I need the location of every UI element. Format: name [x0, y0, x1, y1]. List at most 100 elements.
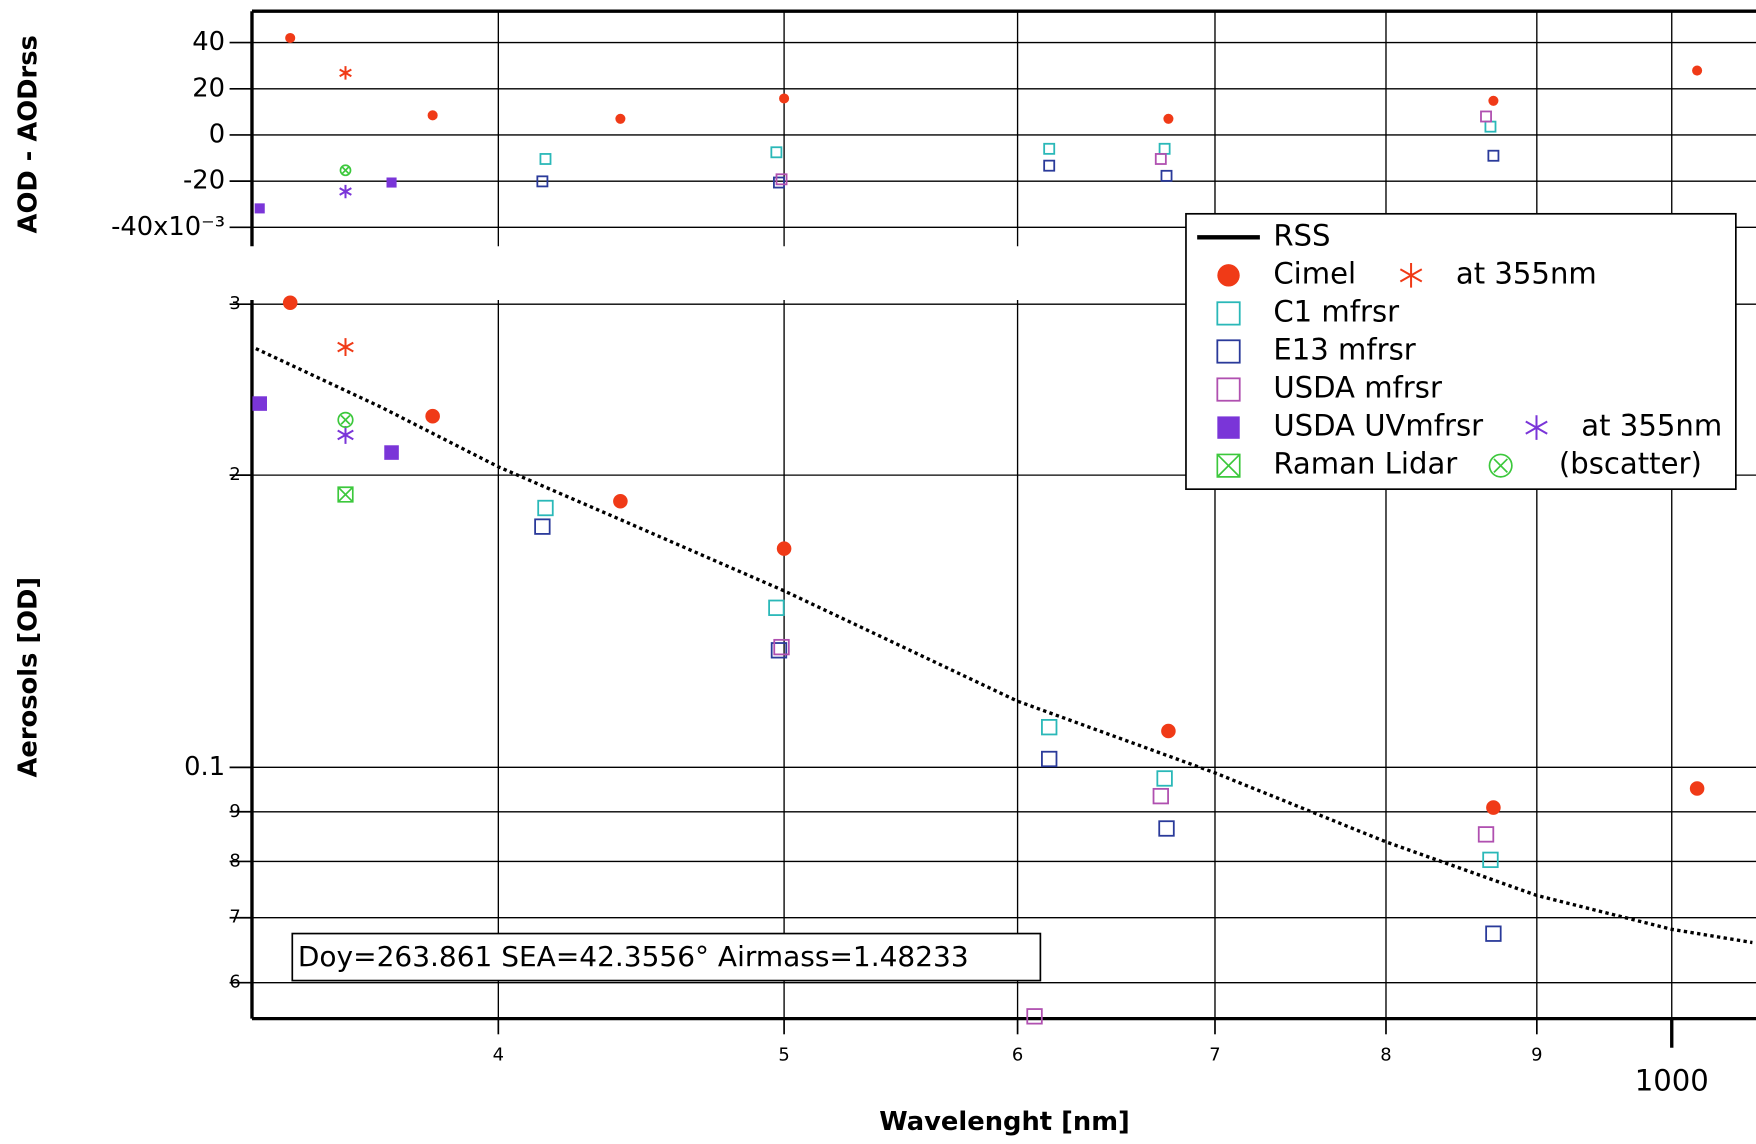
square-marker	[773, 176, 785, 189]
filled-square-marker	[386, 177, 397, 188]
circle-marker	[1217, 264, 1240, 287]
square-marker	[768, 599, 785, 616]
rss-line	[255, 347, 1753, 945]
circle-marker	[1486, 800, 1501, 815]
y-tick-label: 3	[229, 293, 240, 314]
y-tick-label: 7	[229, 907, 240, 928]
circle-marker	[427, 110, 438, 121]
circle-x-marker	[339, 164, 352, 177]
y-tick-label: 6	[229, 972, 240, 993]
square-marker	[1485, 925, 1502, 942]
circle-marker	[613, 493, 628, 509]
square-marker	[1156, 770, 1173, 787]
y-tick-label: 40	[192, 27, 225, 57]
x-tick-label: 8	[1380, 1045, 1391, 1066]
square-marker	[1487, 149, 1500, 162]
x-tick-label: 1000	[1635, 1063, 1709, 1097]
box-x-marker	[1216, 453, 1241, 478]
legend-label: E13 mfrsr	[1273, 332, 1415, 366]
y-tick-label: -20	[183, 166, 225, 196]
square-marker	[1216, 339, 1241, 364]
circle-marker	[425, 408, 440, 424]
square-marker	[1041, 750, 1058, 768]
star-marker	[339, 184, 352, 199]
circle-marker	[1689, 781, 1705, 796]
star-marker	[337, 425, 354, 444]
square-marker	[770, 642, 788, 659]
circle-marker	[779, 93, 790, 104]
legend-label: C1 mfrsr	[1273, 294, 1399, 328]
star-marker	[337, 338, 354, 357]
square-marker	[1041, 718, 1058, 736]
legend-label: USDA UVmfrsr	[1273, 409, 1483, 443]
square-marker	[1158, 820, 1175, 837]
circle-marker	[615, 113, 626, 124]
circle-marker	[1692, 65, 1703, 76]
circle-marker	[285, 32, 296, 44]
square-marker	[775, 173, 788, 186]
legend-label: USDA mfrsr	[1273, 371, 1442, 405]
box-x-marker	[337, 486, 354, 503]
x-tick-label: 7	[1209, 1045, 1220, 1066]
annotation-box	[291, 932, 1042, 982]
square-marker	[1158, 142, 1171, 155]
circle-marker	[1161, 723, 1176, 739]
y-tick-label: 0	[209, 119, 225, 149]
filled-square-marker	[1217, 416, 1240, 439]
square-marker	[1482, 851, 1499, 869]
circle-x-marker	[337, 411, 354, 428]
x-title: Wavelenght [nm]	[879, 1107, 1130, 1137]
legend-label: at 355nm	[1581, 409, 1722, 443]
legend-label: RSS	[1273, 218, 1330, 252]
y-tick-label: -40x10⁻³	[111, 212, 225, 242]
square-marker	[1043, 142, 1056, 155]
square-marker	[1480, 110, 1492, 123]
square-marker	[773, 638, 790, 656]
legend-label: at 355nm	[1456, 256, 1597, 290]
x-tick-label: 4	[493, 1045, 504, 1066]
annotation: Doy=263.861 SEA=42.3556° Airmass=1.48233	[298, 940, 969, 973]
square-marker	[534, 518, 551, 535]
filled-square-marker	[252, 396, 267, 411]
star-marker	[1399, 263, 1423, 288]
square-marker	[1477, 826, 1495, 843]
square-marker	[536, 175, 549, 188]
square-marker	[537, 499, 554, 517]
x-tick-label: 5	[778, 1045, 789, 1066]
circle-x-marker	[1488, 453, 1513, 478]
star-marker	[339, 66, 352, 80]
square-marker	[1160, 169, 1173, 182]
filled-square-marker	[384, 445, 399, 460]
circle-marker	[1488, 95, 1499, 106]
legend-label: Raman Lidar	[1273, 447, 1457, 481]
filled-square-marker	[254, 203, 265, 214]
plot-area	[252, 295, 1753, 1025]
square-marker	[1043, 159, 1056, 172]
square-marker	[539, 153, 552, 165]
y-tick-label: 0.1	[184, 752, 225, 782]
circle-marker	[282, 295, 298, 311]
lower-y-title: Aerosols [OD]	[14, 577, 44, 778]
y-tick-label: 8	[229, 850, 240, 871]
square-marker	[770, 146, 783, 159]
plot-area	[254, 32, 1703, 214]
star-marker	[1525, 415, 1548, 440]
square-marker	[1216, 377, 1241, 402]
upper-y-title: AOD - AODrss	[14, 35, 44, 233]
y-tick-label: 20	[192, 73, 225, 103]
x-tick-label: 9	[1531, 1045, 1542, 1066]
square-marker	[1484, 120, 1497, 133]
y-tick-label: 2	[229, 464, 240, 485]
circle-marker	[1163, 113, 1174, 124]
square-marker	[1216, 301, 1241, 326]
legend-box	[1185, 212, 1737, 491]
x-tick-label: 6	[1012, 1045, 1023, 1066]
y-tick-label: 9	[229, 801, 240, 822]
legend-label: (bscatter)	[1559, 447, 1702, 481]
circle-marker	[776, 541, 792, 556]
square-marker	[1154, 153, 1167, 165]
legend-label: Cimel	[1273, 256, 1356, 290]
square-marker	[1152, 787, 1169, 805]
